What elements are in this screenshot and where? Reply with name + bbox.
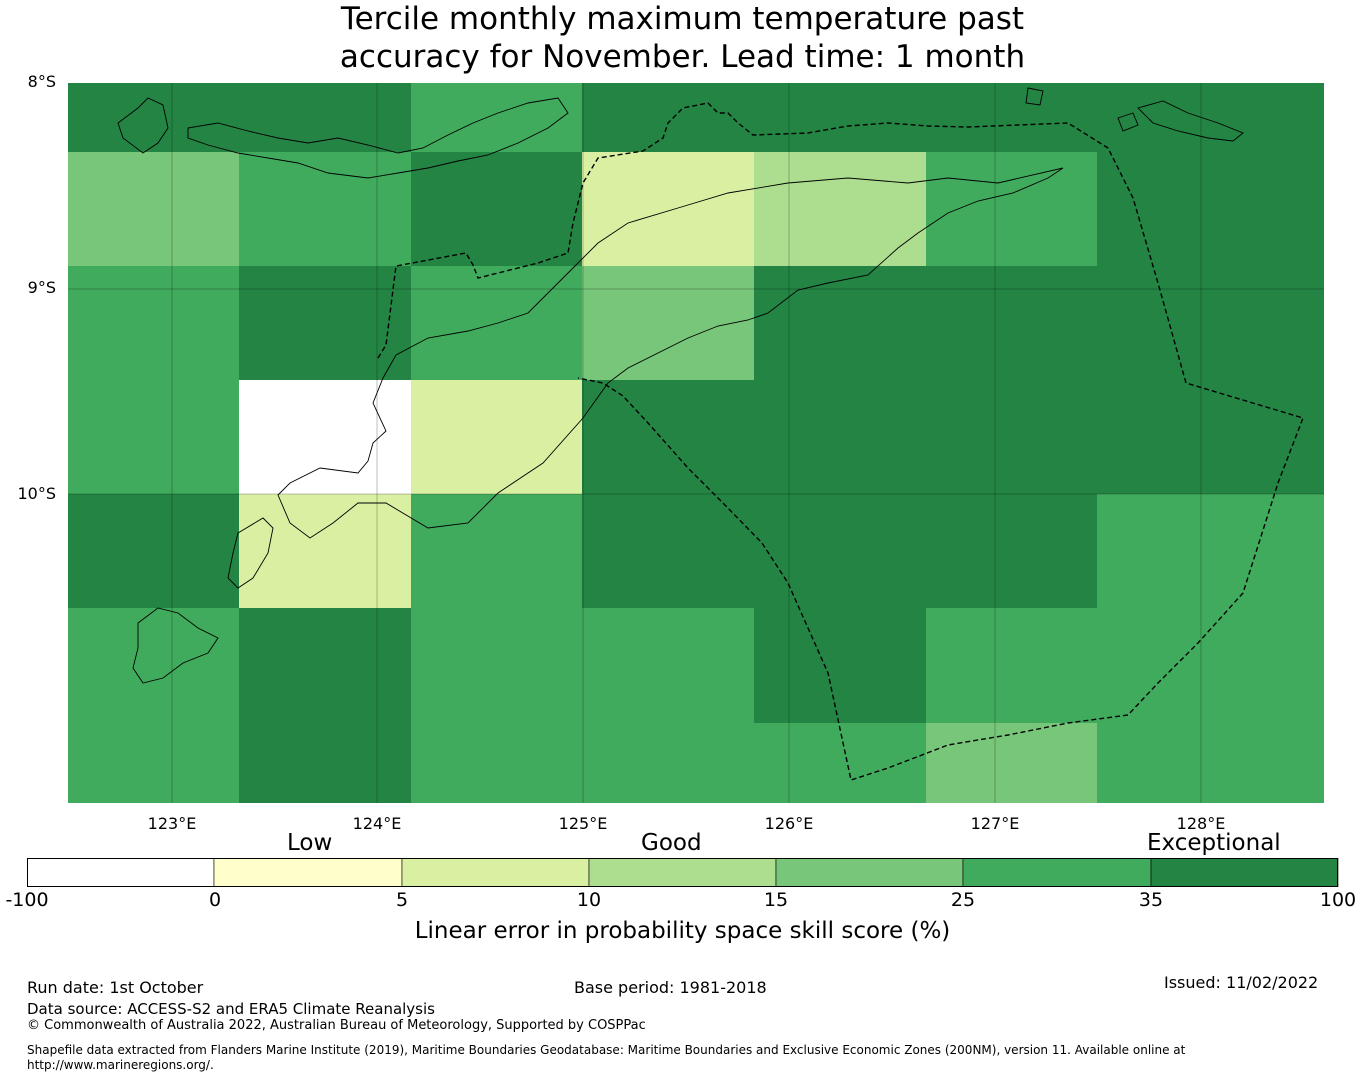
base-period: Base period: 1981-2018 (574, 978, 767, 997)
coastline-alor-wetar (117, 97, 569, 179)
grid-cell-r3-c2 (411, 380, 582, 494)
grid-cell-r5-c0 (68, 608, 239, 723)
shapefile-credit-line-2: http://www.marineregions.org/. (27, 1058, 214, 1072)
grid-cell-r6-c0 (68, 723, 239, 803)
lon-label-125e: 125°E (558, 814, 608, 833)
lat-label-8s: 8°S (27, 72, 56, 91)
lon-label-124e: 124°E (352, 814, 402, 833)
lon-label-127e: 127°E (970, 814, 1020, 833)
lat-label-10s: 10°S (17, 484, 56, 503)
grid-cell-r2-c0 (68, 266, 239, 380)
colorbar-bin-c35 (1150, 858, 1339, 887)
colorbar-label: Linear error in probability space skill … (414, 918, 951, 944)
grid-cell-r3-c4 (754, 380, 926, 494)
chart-title: Tercile monthly maximum temperature past… (0, 0, 1365, 76)
grid-cell-r0-c1 (239, 83, 411, 152)
cbar-tick-35: 35 (1138, 889, 1164, 911)
grid-cell-r5-c4 (754, 608, 926, 723)
cbar-tick-25: 25 (950, 889, 976, 911)
grid-cell-r5-c3 (582, 608, 754, 723)
data-source: Data source: ACCESS-S2 and ERA5 Climate … (27, 1000, 435, 1018)
shapefile-credit-line-1: Shapefile data extracted from Flanders M… (27, 1043, 1186, 1057)
grid-cell-r2-c4 (754, 266, 926, 380)
cbar-tick-10: 10 (576, 889, 602, 911)
colorbar (27, 858, 1339, 887)
grid-cell-r0-c4 (754, 83, 926, 152)
lat-label-9s: 9°S (27, 278, 56, 297)
graticule (68, 83, 1324, 803)
grid-cell-r3-c5 (926, 380, 1097, 494)
grid-cell-r0-c0 (68, 83, 239, 152)
eez-boundary (377, 102, 1304, 781)
grid-cell-r0-c5 (926, 83, 1097, 152)
grid-cell-r1-c6 (1097, 152, 1324, 266)
grid-cell-r5-c6 (1097, 608, 1324, 723)
grid-cell-r6-c1 (239, 723, 411, 803)
grid-cell-r6-c5 (926, 723, 1097, 803)
issued-date: Issued: 11/02/2022 (1164, 973, 1319, 992)
colorbar-bin-c10 (588, 858, 777, 887)
grid-cell-r1-c3 (582, 152, 754, 266)
shapefile-credit: Shapefile data extracted from Flanders M… (27, 1043, 1347, 1073)
grid-cell-r6-c6 (1097, 723, 1324, 803)
grid-cell-r3-c1 (239, 380, 411, 494)
grid-cell-r1-c4 (754, 152, 926, 266)
grid-cell-r4-c3 (582, 494, 754, 608)
lon-label-126e: 126°E (764, 814, 814, 833)
grid-cell-r3-c3 (582, 380, 754, 494)
grid-cell-r2-c1 (239, 266, 411, 380)
grid-cell-r1-c5 (926, 152, 1097, 266)
lon-label-128e: 128°E (1176, 814, 1226, 833)
colorbar-frame (27, 858, 1338, 887)
grid-cell-r0-c2 (411, 83, 582, 152)
grid-cell-r2-c5 (926, 266, 1097, 380)
grid-cell-r4-c5 (926, 494, 1097, 608)
grid-cell-r2-c6 (1097, 266, 1324, 380)
grid-cell-r6-c3 (582, 723, 754, 803)
cbar-tick-0: 0 (208, 889, 222, 911)
grid-cell-r2-c3 (582, 266, 754, 380)
colorbar-bin-c5 (401, 858, 590, 887)
grid-cell-r4-c6 (1097, 494, 1324, 608)
colorbar-bin-c25 (962, 858, 1152, 887)
category-exceptional: Exceptional (1147, 830, 1281, 856)
category-low: Low (287, 830, 333, 856)
colorbar-bin-c15 (775, 858, 964, 887)
grid-cell-r3-c0 (68, 380, 239, 494)
coastline-timor (277, 167, 1064, 539)
grid-cell-r5-c5 (926, 608, 1097, 723)
colorbar-bin-c0 (213, 858, 403, 887)
colorbar-bin-none (27, 858, 215, 887)
grid-cell-r6-c2 (411, 723, 582, 803)
grid-cell-r6-c4 (754, 723, 926, 803)
grid-cell-r0-c3 (582, 83, 754, 152)
grid-cell-r1-c1 (239, 152, 411, 266)
coastlines (117, 87, 1244, 684)
grid-cells (68, 83, 1324, 803)
cbar-tick-minus100: -100 (5, 889, 49, 911)
grid-cell-r4-c1 (239, 494, 411, 608)
grid-cell-r4-c2 (411, 494, 582, 608)
grid-cell-r4-c0 (68, 494, 239, 608)
cbar-tick-5: 5 (395, 889, 409, 911)
grid-cell-r5-c2 (411, 608, 582, 723)
grid-cell-r3-c6 (1097, 380, 1324, 494)
grid-cell-r1-c0 (68, 152, 239, 266)
copyright: © Commonwealth of Australia 2022, Austra… (27, 1018, 646, 1033)
title-line-2: accuracy for November. Lead time: 1 mont… (339, 39, 1026, 75)
lon-label-123e: 123°E (147, 814, 197, 833)
grid-cell-r5-c1 (239, 608, 411, 723)
coastline-rote-savu (132, 517, 274, 684)
grid-cell-r0-c6 (1097, 83, 1324, 152)
category-good: Good (641, 830, 702, 856)
colorbar-bins (27, 858, 1339, 887)
skill-score-map (68, 83, 1324, 803)
grid-cell-r4-c4 (754, 494, 926, 608)
title-line-1: Tercile monthly maximum temperature past (340, 1, 1025, 37)
coastline-islands-north (1025, 87, 1244, 142)
run-date: Run date: 1st October (27, 978, 204, 997)
cbar-tick-15: 15 (763, 889, 789, 911)
cbar-tick-100: 100 (1319, 889, 1357, 911)
grid-cell-r1-c2 (411, 152, 582, 266)
